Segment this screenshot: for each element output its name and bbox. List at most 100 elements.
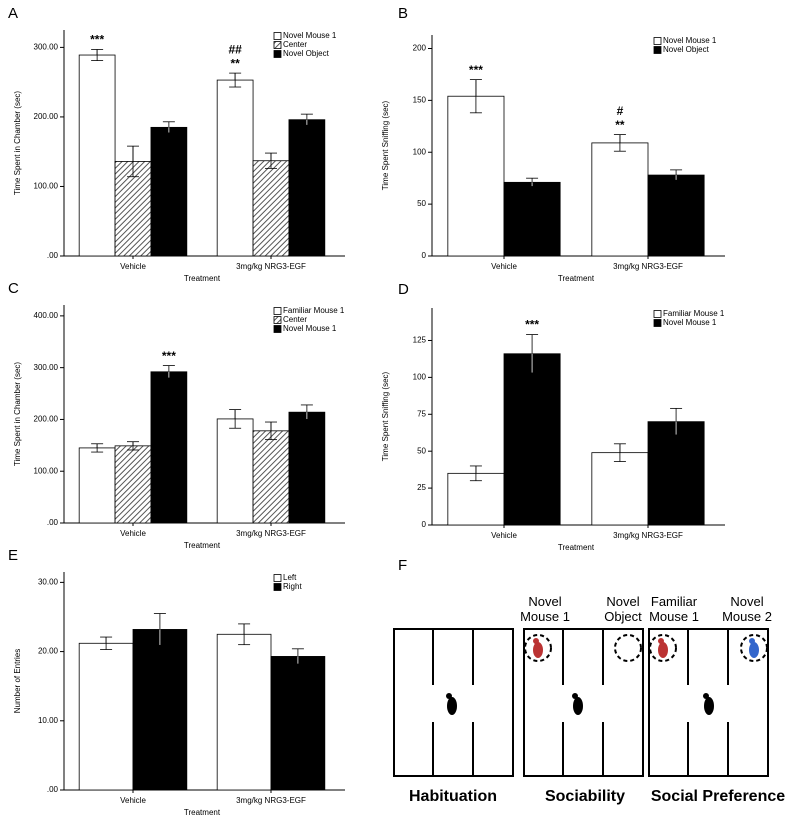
legend-swatch — [273, 307, 282, 315]
legend-swatch — [273, 325, 282, 333]
error-bar — [265, 152, 277, 169]
y-axis-label: Time Spent Sniffing (sec) — [381, 100, 390, 190]
x-tick-label: Vehicle — [120, 796, 146, 805]
error-bar — [100, 636, 113, 650]
y-tick-label: 20.00 — [38, 647, 59, 656]
legend-swatch — [273, 316, 282, 324]
bar — [216, 633, 272, 791]
y-axis-label: Number of Entries — [13, 649, 22, 713]
error-bar — [526, 177, 539, 187]
legend-label: Novel Object — [283, 49, 330, 58]
legend-swatch — [273, 50, 282, 58]
x-axis-label: Treatment — [558, 274, 595, 283]
x-tick-label: 3mg/kg NRG3-EGF — [613, 262, 683, 271]
y-tick-label: 100 — [413, 147, 427, 156]
legend-swatch — [273, 41, 282, 49]
y-axis-label: Time Spent in Chamber (sec) — [13, 362, 22, 467]
y-tick-label: 10.00 — [38, 716, 59, 725]
stage-label: Novel Mouse 2 — [722, 594, 772, 624]
bar — [132, 629, 188, 791]
stage-title: Sociability — [544, 788, 626, 805]
error-bar — [291, 648, 304, 665]
legend-label: Novel Mouse 1 — [283, 324, 337, 333]
annotation: *** — [90, 33, 104, 47]
annotation: # — [617, 104, 624, 118]
stage-label: Novel Mouse 1 — [520, 594, 570, 624]
x-axis-label: Treatment — [184, 808, 221, 817]
stage-label: Novel Object — [604, 594, 642, 624]
y-tick-label: 200.00 — [34, 415, 59, 424]
legend-label: Familiar Mouse 1 — [663, 309, 725, 318]
bar — [288, 119, 326, 257]
bar — [114, 445, 152, 524]
x-tick-label: Vehicle — [120, 529, 146, 538]
bar — [216, 418, 254, 524]
legend-label: Novel Object — [663, 45, 710, 54]
panel-label: E — [8, 547, 18, 564]
bar — [647, 421, 705, 526]
error-bar — [162, 365, 175, 379]
y-tick-label: 300.00 — [34, 363, 59, 372]
legend-swatch — [653, 319, 662, 327]
y-tick-label: .00 — [47, 518, 59, 527]
y-tick-label: 25 — [417, 483, 426, 492]
error-bar — [162, 121, 175, 134]
bar — [503, 353, 561, 526]
x-tick-label: Vehicle — [491, 262, 517, 271]
error-bar — [127, 441, 139, 451]
error-bar — [265, 421, 277, 441]
x-tick-label: 3mg/kg NRG3-EGF — [236, 796, 306, 805]
bar — [591, 452, 649, 526]
bar — [150, 126, 188, 257]
panel-label: B — [398, 5, 408, 22]
error-bar — [300, 113, 313, 126]
legend-swatch — [653, 46, 662, 54]
mice — [446, 638, 759, 715]
error-bar — [229, 409, 242, 429]
error-bar — [526, 334, 539, 374]
error-bar — [670, 169, 683, 181]
x-axis-label: Treatment — [558, 543, 595, 552]
bar — [252, 430, 290, 524]
stage-title: Habituation — [409, 788, 497, 805]
legend-swatch — [273, 574, 282, 582]
bar — [647, 174, 705, 257]
error-bar — [300, 404, 313, 420]
y-tick-label: 100.00 — [34, 466, 59, 475]
legend-label: Novel Mouse 1 — [283, 31, 337, 40]
error-bar — [91, 49, 104, 61]
legend-label: Familiar Mouse 1 — [283, 306, 345, 315]
stage-label: Familiar Mouse 1 — [649, 594, 699, 624]
error-bar — [229, 72, 242, 88]
y-tick-label: 75 — [417, 409, 426, 418]
legend-label: Novel Mouse 1 — [663, 36, 717, 45]
y-tick-label: 400.00 — [34, 311, 59, 320]
bar — [252, 160, 290, 257]
x-tick-label: 3mg/kg NRG3-EGF — [236, 262, 306, 271]
y-tick-label: 30.00 — [38, 577, 59, 586]
legend-swatch — [273, 32, 282, 40]
panel-label: C — [8, 280, 19, 297]
apparatus — [393, 628, 769, 777]
annotation: *** — [162, 349, 176, 363]
error-bar — [613, 443, 626, 462]
legend-label: Center — [283, 40, 307, 49]
annotation: ** — [615, 118, 625, 132]
bar — [447, 472, 505, 526]
bar — [114, 161, 152, 257]
x-tick-label: 3mg/kg NRG3-EGF — [613, 531, 683, 540]
y-tick-label: 0 — [422, 251, 427, 260]
y-tick-label: 50 — [417, 446, 426, 455]
y-tick-label: 100 — [413, 372, 427, 381]
y-tick-label: 0 — [422, 520, 427, 529]
panel-label: F — [398, 557, 407, 574]
y-tick-label: 50 — [417, 199, 426, 208]
x-tick-label: Vehicle — [491, 531, 517, 540]
y-tick-label: 200.00 — [34, 112, 59, 121]
error-bar — [469, 465, 482, 482]
bar — [150, 371, 188, 524]
y-axis-label: Time Spent Sniffing (sec) — [381, 371, 390, 461]
legend-swatch — [653, 37, 662, 45]
bar — [78, 447, 116, 524]
